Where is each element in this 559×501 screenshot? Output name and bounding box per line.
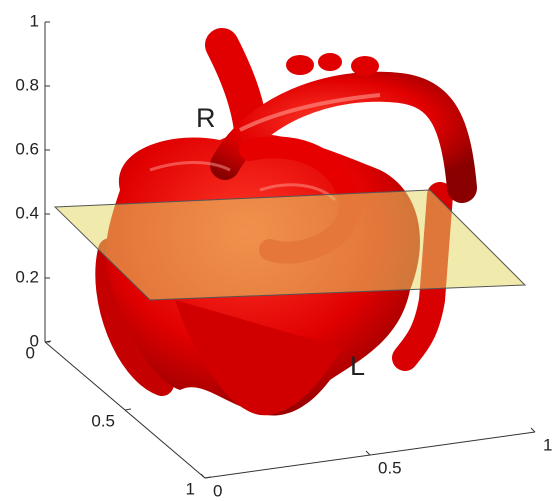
x-tick-label: 0 [213,481,222,500]
x-tick [201,474,205,478]
y-tick [45,341,51,342]
z-tick-label: 0.6 [15,139,39,158]
z-tick-label: 0.8 [15,75,39,94]
z-tick-label: 0.4 [15,203,39,222]
x-tick [531,428,535,432]
y-tick [125,409,131,410]
x-tick-label: 0.5 [378,458,402,477]
z-tick-label: 0.2 [15,267,39,286]
y-tick-label: 1 [186,479,195,498]
x-tick-label: 1 [543,435,552,454]
chart: R L 00.20.40.60.8100.5100.51 [0,0,559,501]
annotation: R [196,103,216,133]
z-tick-label: 1 [30,11,39,30]
y-tick-label: 0 [26,343,35,362]
annotation: L [350,351,365,381]
x-tick [366,451,370,455]
y-tick-label: 0.5 [91,411,115,430]
